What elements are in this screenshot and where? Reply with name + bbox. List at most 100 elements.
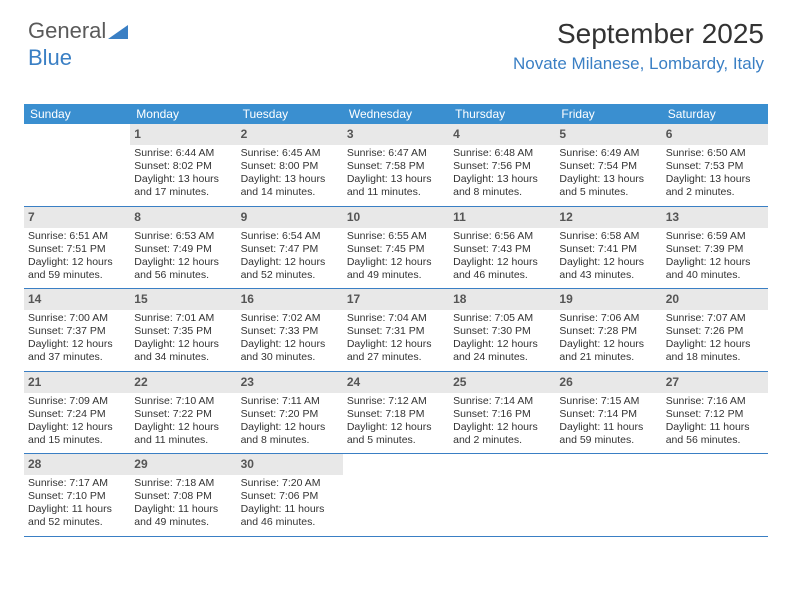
sunset-text: Sunset: 7:28 PM	[559, 325, 657, 338]
day-number: 10	[347, 209, 445, 226]
week-row: 14Sunrise: 7:00 AMSunset: 7:37 PMDayligh…	[24, 289, 768, 372]
sunset-text: Sunset: 7:16 PM	[453, 408, 551, 421]
weekday-header-row: SundayMondayTuesdayWednesdayThursdayFrid…	[24, 104, 768, 124]
sunset-text: Sunset: 7:26 PM	[666, 325, 764, 338]
day-cell: 12Sunrise: 6:58 AMSunset: 7:41 PMDayligh…	[555, 207, 661, 289]
calendar: SundayMondayTuesdayWednesdayThursdayFrid…	[24, 104, 768, 537]
daylight-text: and 46 minutes.	[453, 269, 551, 282]
day-cell: 6Sunrise: 6:50 AMSunset: 7:53 PMDaylight…	[662, 124, 768, 206]
daylight-text: and 40 minutes.	[666, 269, 764, 282]
day-number: 7	[28, 209, 126, 226]
day-number: 20	[666, 291, 764, 308]
day-number: 14	[28, 291, 126, 308]
day-cell: 18Sunrise: 7:05 AMSunset: 7:30 PMDayligh…	[449, 289, 555, 371]
daylight-text: Daylight: 12 hours	[241, 256, 339, 269]
daylight-text: Daylight: 12 hours	[347, 256, 445, 269]
day-cell: 19Sunrise: 7:06 AMSunset: 7:28 PMDayligh…	[555, 289, 661, 371]
sunset-text: Sunset: 7:33 PM	[241, 325, 339, 338]
daylight-text: Daylight: 13 hours	[134, 173, 232, 186]
daylight-text: Daylight: 12 hours	[347, 338, 445, 351]
day-number: 26	[559, 374, 657, 391]
day-number: 19	[559, 291, 657, 308]
daylight-text: Daylight: 12 hours	[347, 421, 445, 434]
day-cell: 26Sunrise: 7:15 AMSunset: 7:14 PMDayligh…	[555, 372, 661, 454]
day-cell: 27Sunrise: 7:16 AMSunset: 7:12 PMDayligh…	[662, 372, 768, 454]
sunset-text: Sunset: 7:08 PM	[134, 490, 232, 503]
daylight-text: and 52 minutes.	[241, 269, 339, 282]
sunset-text: Sunset: 7:31 PM	[347, 325, 445, 338]
sunrise-text: Sunrise: 7:11 AM	[241, 395, 339, 408]
sunrise-text: Sunrise: 7:12 AM	[347, 395, 445, 408]
sunrise-text: Sunrise: 6:55 AM	[347, 230, 445, 243]
day-number: 25	[453, 374, 551, 391]
logo: General Blue	[28, 18, 128, 71]
day-cell: 25Sunrise: 7:14 AMSunset: 7:16 PMDayligh…	[449, 372, 555, 454]
daylight-text: Daylight: 12 hours	[666, 256, 764, 269]
weekday-header: Friday	[555, 104, 661, 124]
day-number: 1	[134, 126, 232, 143]
day-number: 29	[134, 456, 232, 473]
daylight-text: Daylight: 13 hours	[241, 173, 339, 186]
day-cell	[449, 454, 555, 536]
sunrise-text: Sunrise: 6:49 AM	[559, 147, 657, 160]
daylight-text: Daylight: 12 hours	[28, 256, 126, 269]
day-cell: 5Sunrise: 6:49 AMSunset: 7:54 PMDaylight…	[555, 124, 661, 206]
daylight-text: and 49 minutes.	[134, 516, 232, 529]
sunset-text: Sunset: 7:45 PM	[347, 243, 445, 256]
daylight-text: Daylight: 11 hours	[666, 421, 764, 434]
day-number: 2	[241, 126, 339, 143]
sunrise-text: Sunrise: 6:48 AM	[453, 147, 551, 160]
weekday-header: Sunday	[24, 104, 130, 124]
day-number: 11	[453, 209, 551, 226]
daylight-text: Daylight: 12 hours	[241, 338, 339, 351]
daylight-text: and 11 minutes.	[347, 186, 445, 199]
day-number: 28	[28, 456, 126, 473]
day-number: 12	[559, 209, 657, 226]
sunset-text: Sunset: 7:43 PM	[453, 243, 551, 256]
daylight-text: and 2 minutes.	[453, 434, 551, 447]
daylight-text: and 21 minutes.	[559, 351, 657, 364]
daylight-text: Daylight: 12 hours	[453, 338, 551, 351]
week-row: 28Sunrise: 7:17 AMSunset: 7:10 PMDayligh…	[24, 454, 768, 537]
sunrise-text: Sunrise: 7:04 AM	[347, 312, 445, 325]
day-cell: 2Sunrise: 6:45 AMSunset: 8:00 PMDaylight…	[237, 124, 343, 206]
daylight-text: Daylight: 13 hours	[347, 173, 445, 186]
sunset-text: Sunset: 7:12 PM	[666, 408, 764, 421]
day-cell: 10 Sunrise: 6:55 AMSunset: 7:45 PMDayligh…	[343, 207, 449, 289]
day-number: 6	[666, 126, 764, 143]
sunrise-text: Sunrise: 7:15 AM	[559, 395, 657, 408]
sunset-text: Sunset: 7:53 PM	[666, 160, 764, 173]
daylight-text: and 49 minutes.	[347, 269, 445, 282]
sunrise-text: Sunrise: 7:20 AM	[241, 477, 339, 490]
daylight-text: Daylight: 11 hours	[134, 503, 232, 516]
daylight-text: Daylight: 11 hours	[559, 421, 657, 434]
day-number: 5	[559, 126, 657, 143]
day-number: 9	[241, 209, 339, 226]
daylight-text: and 18 minutes.	[666, 351, 764, 364]
sunrise-text: Sunrise: 6:44 AM	[134, 147, 232, 160]
daylight-text: and 5 minutes.	[347, 434, 445, 447]
sunrise-text: Sunrise: 6:47 AM	[347, 147, 445, 160]
sunrise-text: Sunrise: 7:18 AM	[134, 477, 232, 490]
logo-text-blue: Blue	[28, 45, 72, 70]
daylight-text: and 14 minutes.	[241, 186, 339, 199]
day-cell: 16Sunrise: 7:02 AMSunset: 7:33 PMDayligh…	[237, 289, 343, 371]
daylight-text: and 59 minutes.	[559, 434, 657, 447]
logo-text-dark: General	[28, 18, 106, 43]
day-number: 17	[347, 291, 445, 308]
sunset-text: Sunset: 7:22 PM	[134, 408, 232, 421]
day-cell: 28Sunrise: 7:17 AMSunset: 7:10 PMDayligh…	[24, 454, 130, 536]
day-number: 24	[347, 374, 445, 391]
sunrise-text: Sunrise: 7:17 AM	[28, 477, 126, 490]
daylight-text: and 46 minutes.	[241, 516, 339, 529]
sunset-text: Sunset: 7:06 PM	[241, 490, 339, 503]
day-number: 8	[134, 209, 232, 226]
sunset-text: Sunset: 7:35 PM	[134, 325, 232, 338]
sunrise-text: Sunrise: 7:14 AM	[453, 395, 551, 408]
day-number: 3	[347, 126, 445, 143]
daylight-text: and 56 minutes.	[666, 434, 764, 447]
weekday-header: Saturday	[662, 104, 768, 124]
day-cell: 22Sunrise: 7:10 AMSunset: 7:22 PMDayligh…	[130, 372, 236, 454]
sunset-text: Sunset: 7:49 PM	[134, 243, 232, 256]
daylight-text: Daylight: 12 hours	[28, 421, 126, 434]
